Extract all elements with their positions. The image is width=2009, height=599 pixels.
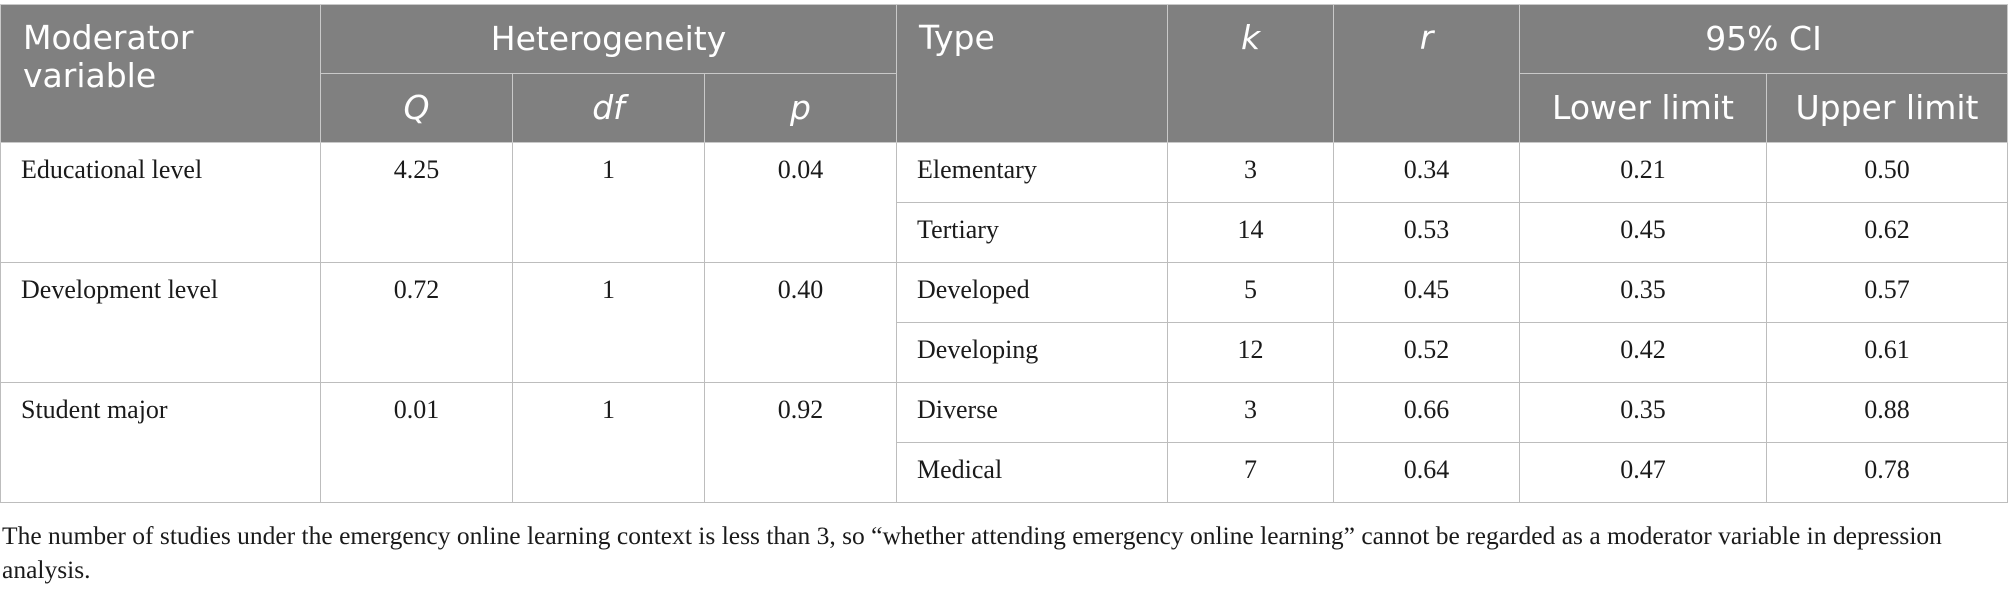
p-cell: 0.92 [704, 382, 897, 503]
type-cell: Developing [896, 322, 1168, 383]
q-cell: 0.01 [320, 382, 513, 503]
table-footnote: The number of studies under the emergenc… [2, 521, 1942, 584]
k-cell: 5 [1167, 262, 1334, 323]
q-cell: 0.72 [320, 262, 513, 383]
q-cell: 4.25 [320, 142, 513, 263]
lower-limit-cell: 0.35 [1519, 382, 1767, 443]
header-k: k [1167, 4, 1334, 143]
r-cell: 0.66 [1333, 382, 1520, 443]
moderator-cell: Student major [0, 382, 321, 503]
header-row-1: Moderator variable Heterogeneity Type k … [0, 4, 2008, 143]
r-cell: 0.53 [1333, 202, 1520, 263]
header-heterogeneity: Heterogeneity [320, 4, 897, 74]
header-upper-limit: Upper limit [1766, 73, 2008, 143]
r-cell: 0.45 [1333, 262, 1520, 323]
lower-limit-cell: 0.21 [1519, 142, 1767, 203]
lower-limit-cell: 0.45 [1519, 202, 1767, 263]
table-row: Student major 0.01 1 0.92 Diverse 3 0.66… [0, 382, 2008, 503]
k-cell: 3 [1167, 142, 1334, 203]
upper-limit-cell: 0.57 [1766, 262, 2008, 323]
lower-limit-cell: 0.47 [1519, 442, 1767, 503]
header-q: Q [320, 73, 513, 143]
moderator-cell: Development level [0, 262, 321, 383]
moderator-analysis-table: Moderator variable Heterogeneity Type k … [0, 4, 2008, 503]
r-cell: 0.34 [1333, 142, 1520, 203]
moderator-cell: Educational level [0, 142, 321, 263]
upper-limit-cell: 0.88 [1766, 382, 2008, 443]
type-cell: Tertiary [896, 202, 1168, 263]
p-cell: 0.04 [704, 142, 897, 263]
type-cell: Elementary [896, 142, 1168, 203]
k-cell: 14 [1167, 202, 1334, 263]
type-cell: Diverse [896, 382, 1168, 443]
upper-limit-cell: 0.61 [1766, 322, 2008, 383]
df-cell: 1 [512, 382, 705, 503]
header-r: r [1333, 4, 1520, 143]
lower-limit-cell: 0.35 [1519, 262, 1767, 323]
header-lower-limit: Lower limit [1519, 73, 1767, 143]
type-cell: Medical [896, 442, 1168, 503]
header-moderator-variable: Moderator variable [0, 4, 321, 143]
table-row: Tertiary 14 0.53 0.45 0.62 [1, 202, 2008, 263]
p-cell: 0.40 [704, 262, 897, 383]
r-cell: 0.52 [1333, 322, 1520, 383]
table-row: Educational level 4.25 1 0.04 Elementary… [0, 142, 2008, 263]
type-cell: Developed [896, 262, 1168, 323]
k-cell: 12 [1167, 322, 1334, 383]
df-cell: 1 [512, 262, 705, 383]
k-cell: 3 [1167, 382, 1334, 443]
header-95-ci: 95% CI [1519, 4, 2008, 74]
table-row: Medical 7 0.64 0.47 0.78 [1, 442, 2008, 503]
upper-limit-cell: 0.78 [1766, 442, 2008, 503]
header-row-2: Q df p Lower limit Upper limit [1, 73, 2008, 143]
k-cell: 7 [1167, 442, 1334, 503]
upper-limit-cell: 0.62 [1766, 202, 2008, 263]
df-cell: 1 [512, 142, 705, 263]
upper-limit-cell: 0.50 [1766, 142, 2008, 203]
table-row: Developing 12 0.52 0.42 0.61 [1, 322, 2008, 383]
table-row: Development level 0.72 1 0.40 Developed … [0, 262, 2008, 383]
header-p: p [704, 73, 897, 143]
header-df: df [512, 73, 705, 143]
lower-limit-cell: 0.42 [1519, 322, 1767, 383]
r-cell: 0.64 [1333, 442, 1520, 503]
moderator-analysis-table-container: Moderator variable Heterogeneity Type k … [0, 4, 2008, 503]
header-type: Type [896, 4, 1168, 143]
